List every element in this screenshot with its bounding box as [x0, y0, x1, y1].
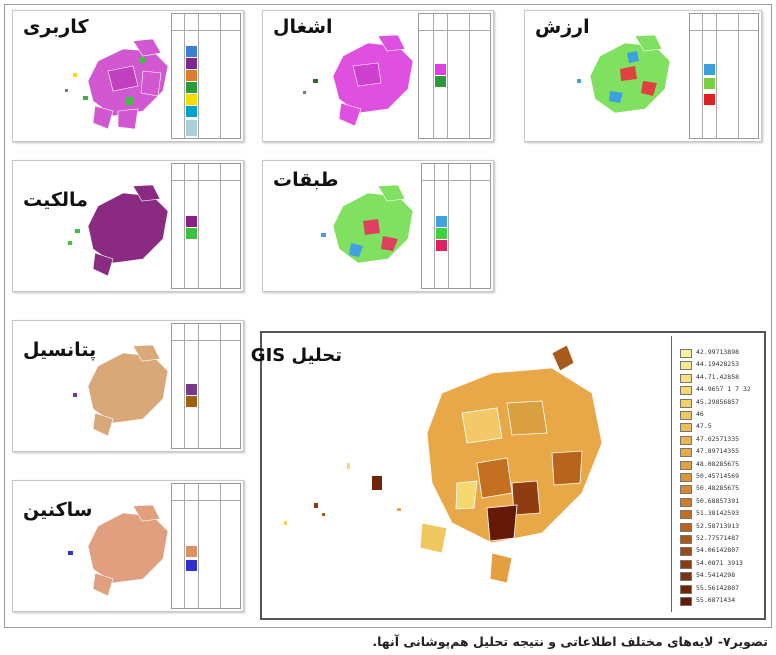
legend-label: 50.68857391 [696, 496, 740, 505]
legend-label: 50.48285675 [696, 484, 740, 493]
legend-table [689, 13, 759, 139]
legend-swatch [680, 398, 692, 408]
gis-map [284, 344, 603, 584]
legend-swatch [680, 423, 692, 433]
legend-label: 42.99713898 [696, 348, 740, 356]
legend-label: 44.71.42858 [696, 372, 740, 381]
legend-swatch [680, 373, 692, 383]
map-tabaghat [321, 184, 414, 264]
legend-label: 47.62571335 [696, 434, 740, 443]
legend-table [418, 13, 491, 139]
panel-malekiyat: مالکیت [12, 160, 244, 292]
legend-label: 52.58713913 [696, 521, 740, 530]
legend-label: 47.89714355 [696, 447, 740, 456]
map-eshteghal [303, 34, 414, 127]
map-sakenin [68, 504, 169, 597]
legend-swatch [680, 349, 692, 358]
map-arzesh [577, 34, 671, 114]
legend-swatch [680, 572, 692, 582]
panel-eshteghal: اشغال [262, 10, 494, 142]
legend-label: 50.45714569 [696, 472, 740, 480]
legend-swatch [680, 361, 692, 371]
legend-label: 55.6871434 [696, 596, 736, 604]
gis-title: تحلیل GIS [250, 345, 342, 366]
panel-title: طبقات [273, 169, 339, 191]
legend-label: 48.08285675 [696, 459, 740, 468]
map-potansil [73, 344, 169, 437]
legend-label: 54.06142807 [696, 546, 740, 555]
gis-legend: 42.99713898 44.19428253 44.71.42858 44.9657… [671, 336, 760, 612]
panel-sakenin: ساکنین [12, 480, 244, 612]
legend-table [171, 13, 241, 139]
legend-swatch [680, 535, 692, 544]
panel-title: مالکیت [23, 189, 88, 211]
legend-swatch [680, 473, 692, 482]
legend-swatch [680, 435, 692, 445]
legend-swatch [680, 448, 692, 458]
legend-swatch [680, 386, 692, 396]
panel-arzesh: ارزش [524, 10, 762, 142]
map-karbari [65, 38, 169, 130]
legend-table [171, 323, 241, 449]
panel-title: ارزش [535, 16, 590, 38]
legend-swatch [680, 522, 692, 532]
legend-swatch [680, 547, 692, 557]
legend-swatch [680, 411, 692, 420]
legend-label: 54.0871 3913 [696, 558, 743, 567]
panel-title: کاربری [23, 16, 89, 38]
legend-swatch [680, 584, 692, 594]
legend-swatch [680, 597, 692, 606]
panel-title: ساکنین [23, 499, 93, 521]
legend-table [171, 483, 241, 609]
legend-label: 44.9657 1 7 32 [696, 385, 751, 394]
legend-swatch [680, 485, 692, 495]
legend-swatch [680, 497, 692, 507]
legend-label: 44.19428253 [696, 360, 740, 369]
legend-label: 51.38142593 [696, 509, 740, 518]
figure-caption: تصویر۷- لایه‌های مختلف اطلاعاتی و نتیجه … [372, 634, 768, 649]
legend-table [171, 163, 241, 289]
legend-swatch [680, 460, 692, 470]
panel-karbari: کاربری [12, 10, 244, 142]
legend-label: 54.5414298 [696, 571, 736, 580]
legend-label: 55.56142807 [696, 583, 740, 592]
legend-label: 52.77571487 [696, 534, 740, 542]
parcels [87, 38, 169, 130]
map-malekiyat [68, 184, 169, 277]
legend-swatch [680, 559, 692, 569]
panel-potansil: پتانسیل [12, 320, 244, 452]
legend-swatch [680, 510, 692, 520]
panel-tabaghat: طبقات [262, 160, 494, 292]
legend-label: 47.5 [696, 422, 712, 431]
panel-title: اشغال [273, 16, 333, 38]
legend-label: 46 [696, 410, 704, 418]
legend-table [421, 163, 491, 289]
gis-analysis-panel: تحلیل GIS 42.99713898 44.19428253 44.71.42… [251, 331, 766, 620]
legend-label: 45.29856857 [696, 397, 740, 406]
panel-title: پتانسیل [23, 339, 97, 361]
